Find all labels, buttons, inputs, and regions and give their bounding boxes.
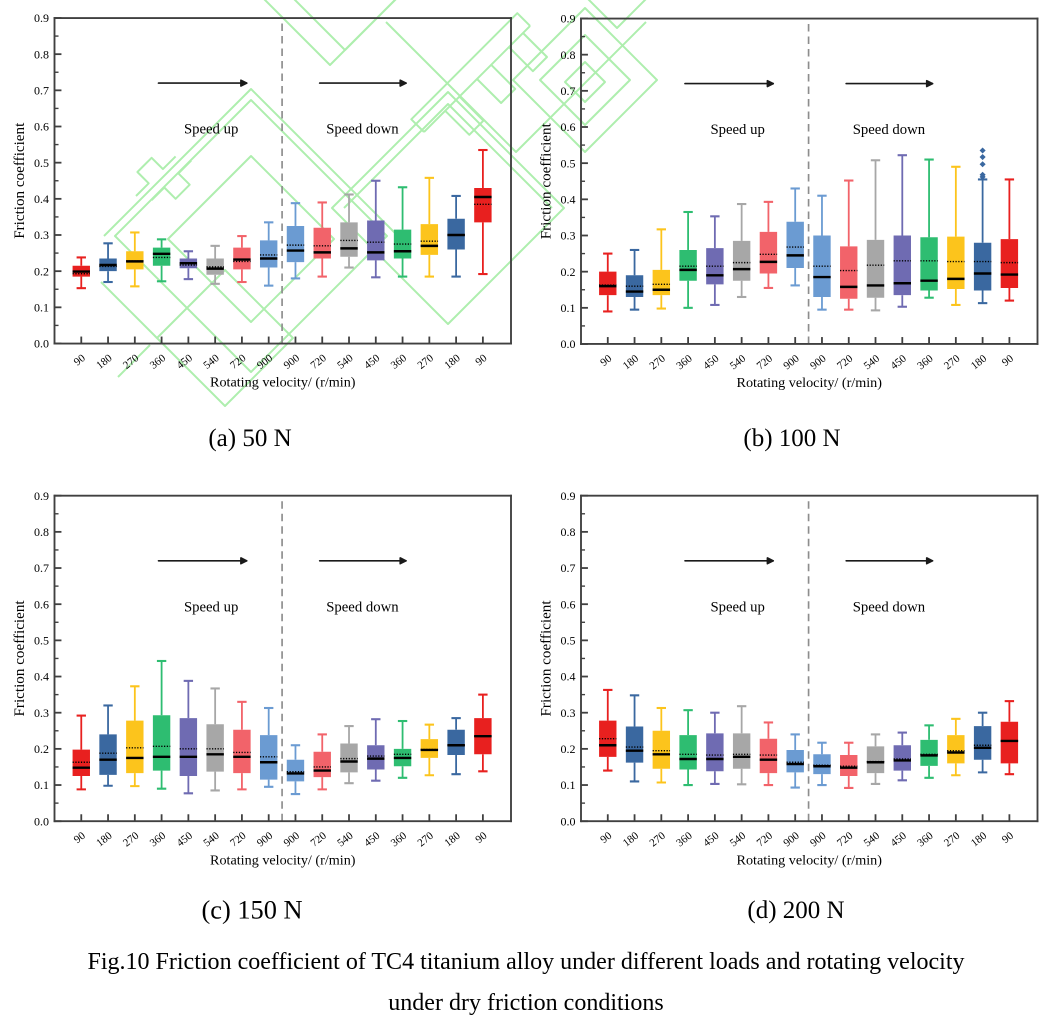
svg-text:Friction coefficient: Friction coefficient — [538, 600, 554, 717]
svg-text:(c) 150 N: (c) 150 N — [201, 894, 302, 924]
svg-text:0.5: 0.5 — [560, 156, 575, 170]
svg-text:0.6: 0.6 — [34, 120, 49, 134]
svg-text:0.3: 0.3 — [34, 228, 49, 242]
svg-text:0.3: 0.3 — [560, 229, 575, 243]
svg-text:0.5: 0.5 — [34, 156, 49, 170]
svg-text:Rotating velocity/ (r/min): Rotating velocity/ (r/min) — [210, 852, 356, 868]
svg-text:0.7: 0.7 — [560, 561, 575, 575]
svg-text:0.7: 0.7 — [34, 83, 49, 97]
svg-text:(d) 200 N: (d) 200 N — [747, 897, 844, 924]
svg-text:Friction coefficient: Friction coefficient — [538, 122, 554, 239]
svg-text:0.4: 0.4 — [34, 192, 49, 206]
svg-text:0.6: 0.6 — [560, 597, 575, 611]
svg-text:Friction coefficient: Friction coefficient — [12, 600, 28, 717]
svg-text:0.9: 0.9 — [560, 12, 575, 26]
svg-text:Speed down: Speed down — [326, 599, 399, 615]
svg-text:(b) 100 N: (b) 100 N — [743, 425, 840, 452]
svg-text:0.3: 0.3 — [560, 706, 575, 720]
svg-text:Friction coefficient: Friction coefficient — [12, 122, 28, 239]
svg-text:0.2: 0.2 — [34, 742, 49, 756]
svg-text:0.9: 0.9 — [34, 489, 49, 503]
svg-text:Rotating velocity/ (r/min): Rotating velocity/ (r/min) — [737, 375, 883, 391]
svg-text:Speed down: Speed down — [853, 122, 926, 138]
svg-text:0.9: 0.9 — [560, 489, 575, 503]
svg-text:0.1: 0.1 — [560, 301, 575, 315]
svg-text:Speed up: Speed up — [184, 599, 238, 615]
svg-text:0.5: 0.5 — [34, 634, 49, 648]
svg-text:Speed down: Speed down — [853, 599, 926, 615]
svg-text:0.7: 0.7 — [560, 84, 575, 98]
svg-text:0.0: 0.0 — [34, 814, 49, 828]
svg-text:Speed up: Speed up — [710, 599, 764, 615]
svg-text:0.2: 0.2 — [34, 264, 49, 278]
svg-text:0.6: 0.6 — [560, 120, 575, 134]
svg-text:0.2: 0.2 — [560, 742, 575, 756]
svg-text:Speed up: Speed up — [184, 122, 238, 138]
svg-text:Fig.10 Friction coefficient of: Fig.10 Friction coefficient of TC4 titan… — [87, 949, 964, 975]
svg-text:0.9: 0.9 — [34, 11, 49, 25]
svg-text:under dry friction conditions: under dry friction conditions — [388, 990, 663, 1016]
svg-text:0.8: 0.8 — [34, 47, 49, 61]
svg-text:0.8: 0.8 — [560, 525, 575, 539]
svg-text:0.8: 0.8 — [560, 48, 575, 62]
svg-text:(a) 50 N: (a) 50 N — [208, 425, 291, 452]
svg-text:0.3: 0.3 — [34, 706, 49, 720]
svg-text:0.1: 0.1 — [34, 778, 49, 792]
svg-text:0.0: 0.0 — [34, 337, 49, 351]
svg-text:0.0: 0.0 — [560, 814, 575, 828]
svg-text:0.4: 0.4 — [560, 192, 575, 206]
svg-text:0.4: 0.4 — [34, 670, 49, 684]
svg-text:Rotating velocity/ (r/min): Rotating velocity/ (r/min) — [210, 375, 356, 391]
svg-text:0.8: 0.8 — [34, 525, 49, 539]
svg-text:0.6: 0.6 — [34, 597, 49, 611]
svg-text:Rotating velocity/ (r/min): Rotating velocity/ (r/min) — [737, 852, 883, 868]
svg-text:0.1: 0.1 — [560, 778, 575, 792]
svg-text:Speed up: Speed up — [710, 122, 764, 138]
svg-text:Speed down: Speed down — [326, 122, 399, 138]
svg-text:0.4: 0.4 — [560, 670, 575, 684]
svg-text:0.0: 0.0 — [560, 337, 575, 351]
svg-text:0.2: 0.2 — [560, 265, 575, 279]
svg-text:0.5: 0.5 — [560, 634, 575, 648]
svg-text:0.1: 0.1 — [34, 300, 49, 314]
svg-text:0.7: 0.7 — [34, 561, 49, 575]
